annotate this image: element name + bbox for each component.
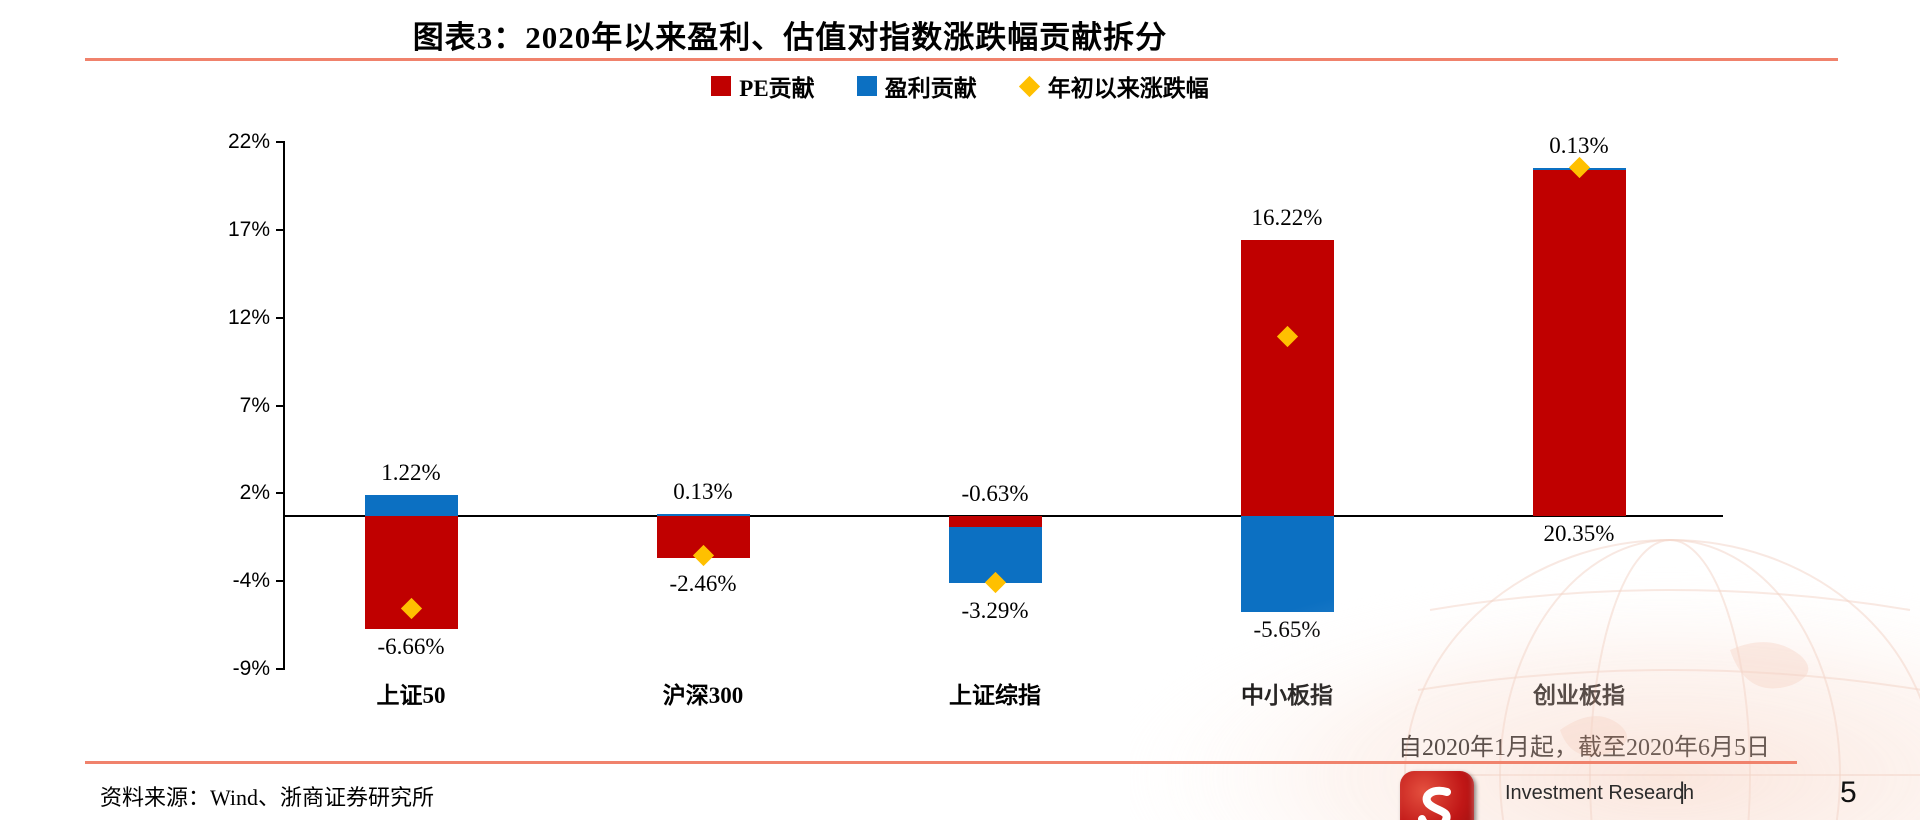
data-label-top: 16.22% bbox=[1251, 205, 1323, 231]
y-axis-tick-label: 7% bbox=[239, 393, 270, 417]
chart-title: 图表3：2020年以来盈利、估值对指数涨跌幅贡献拆分 bbox=[412, 20, 1168, 55]
y-axis-line bbox=[283, 142, 285, 669]
y-axis-tick-label: -4% bbox=[232, 569, 270, 593]
y-axis-tick-label: 17% bbox=[227, 217, 270, 241]
y-axis-tick-label: 2% bbox=[239, 481, 270, 505]
ytd-diamond-icon bbox=[1018, 75, 1040, 97]
brand-divider: | bbox=[1679, 778, 1686, 805]
category-label: 上证综指 bbox=[949, 683, 1041, 708]
y-axis-tick-mark bbox=[276, 316, 285, 319]
logo-monogram-icon bbox=[1418, 786, 1451, 820]
y-axis-tick-label: -9% bbox=[232, 657, 270, 680]
category-label: 中小板指 bbox=[1241, 683, 1333, 708]
data-label-top: 1.22% bbox=[381, 460, 441, 486]
legend-label-pe: PE贡献 bbox=[739, 76, 815, 101]
legend-item-pe: PE贡献 bbox=[711, 69, 815, 103]
title-underline-rule bbox=[85, 58, 1838, 61]
y-axis-tick-mark bbox=[276, 228, 285, 231]
data-label-bottom: 20.35% bbox=[1543, 521, 1615, 546]
bar-segment-pe bbox=[1240, 240, 1334, 516]
footer-rule bbox=[85, 761, 1797, 764]
zheshang-securities-logo-icon bbox=[1400, 771, 1474, 820]
data-label-bottom: -2.46% bbox=[669, 570, 737, 596]
legend-item-ytd: 年初以来涨跌幅 bbox=[1018, 69, 1209, 103]
category-label: 创业板指 bbox=[1533, 683, 1625, 708]
y-axis-tick-label: 12% bbox=[227, 305, 270, 329]
bar-segment-earnings bbox=[656, 513, 750, 516]
bar-segment-pe bbox=[948, 516, 1042, 527]
legend-label-ytd: 年初以来涨跌幅 bbox=[1047, 76, 1209, 101]
legend-item-earnings: 盈利贡献 bbox=[856, 69, 977, 103]
page-number: 5 bbox=[1840, 776, 1857, 809]
category-label: 沪深300 bbox=[662, 683, 744, 708]
source-note: 资料来源：Wind、浙商证券研究所 bbox=[100, 785, 434, 810]
y-axis-tick-mark bbox=[276, 580, 285, 583]
brand-name: Investment Research bbox=[1505, 782, 1694, 804]
bar-segment-earnings bbox=[1240, 516, 1334, 613]
legend-label-earnings: 盈利贡献 bbox=[884, 76, 977, 101]
y-axis-tick-mark bbox=[276, 492, 285, 495]
y-axis-tick-mark bbox=[276, 404, 285, 407]
data-label-bottom: -6.66% bbox=[377, 634, 445, 660]
data-label-top: 0.13% bbox=[673, 478, 733, 504]
data-label-bottom: -3.29% bbox=[961, 597, 1029, 623]
chart-legend: PE贡献 盈利贡献 年初以来涨跌幅 bbox=[0, 70, 1920, 102]
data-label-bottom: -5.65% bbox=[1253, 617, 1321, 643]
pe-square-icon bbox=[711, 76, 732, 96]
earnings-square-icon bbox=[856, 76, 877, 96]
y-axis-tick-mark bbox=[276, 668, 285, 670]
category-label: 上证50 bbox=[376, 683, 446, 708]
y-axis-tick-label: 22% bbox=[227, 130, 270, 153]
data-label-top: -0.63% bbox=[961, 481, 1029, 506]
data-label-top: 0.13% bbox=[1549, 132, 1609, 158]
bar-segment-earnings bbox=[364, 495, 458, 516]
y-axis-tick-mark bbox=[276, 141, 285, 143]
bar-segment-pe bbox=[1532, 170, 1626, 516]
date-range-note: 自2020年1月起，截至2020年6月5日 bbox=[1398, 735, 1770, 761]
